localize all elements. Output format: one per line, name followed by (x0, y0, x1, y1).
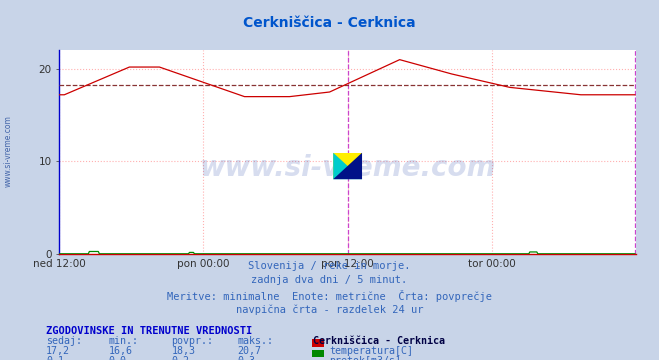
Text: Cerkniščica - Cerknica: Cerkniščica - Cerknica (243, 16, 416, 30)
Text: Meritve: minimalne  Enote: metrične  Črta: povprečje: Meritve: minimalne Enote: metrične Črta:… (167, 290, 492, 302)
Text: 0,3: 0,3 (237, 356, 255, 360)
Text: 16,6: 16,6 (109, 346, 132, 356)
Text: temperatura[C]: temperatura[C] (329, 346, 413, 356)
Text: povpr.:: povpr.: (171, 336, 214, 346)
Text: min.:: min.: (109, 336, 139, 346)
Polygon shape (333, 153, 362, 179)
Text: pretok[m3/s]: pretok[m3/s] (329, 356, 401, 360)
Text: sedaj:: sedaj: (46, 336, 82, 346)
Text: www.si-vreme.com: www.si-vreme.com (4, 115, 13, 187)
Text: Cerkniščica - Cerknica: Cerkniščica - Cerknica (313, 336, 445, 346)
Text: Slovenija / reke in morje.: Slovenija / reke in morje. (248, 261, 411, 271)
Bar (333, 153, 362, 179)
Text: 0,2: 0,2 (171, 356, 189, 360)
Text: 0,0: 0,0 (109, 356, 127, 360)
Polygon shape (333, 153, 362, 179)
Text: zadnja dva dni / 5 minut.: zadnja dva dni / 5 minut. (251, 275, 408, 285)
Text: 17,2: 17,2 (46, 346, 70, 356)
Text: 0,1: 0,1 (46, 356, 64, 360)
Text: maks.:: maks.: (237, 336, 273, 346)
Text: 20,7: 20,7 (237, 346, 261, 356)
Text: ZGODOVINSKE IN TRENUTNE VREDNOSTI: ZGODOVINSKE IN TRENUTNE VREDNOSTI (46, 326, 252, 336)
Text: navpična črta - razdelek 24 ur: navpična črta - razdelek 24 ur (236, 304, 423, 315)
Text: www.si-vreme.com: www.si-vreme.com (200, 154, 496, 183)
Text: 18,3: 18,3 (171, 346, 195, 356)
